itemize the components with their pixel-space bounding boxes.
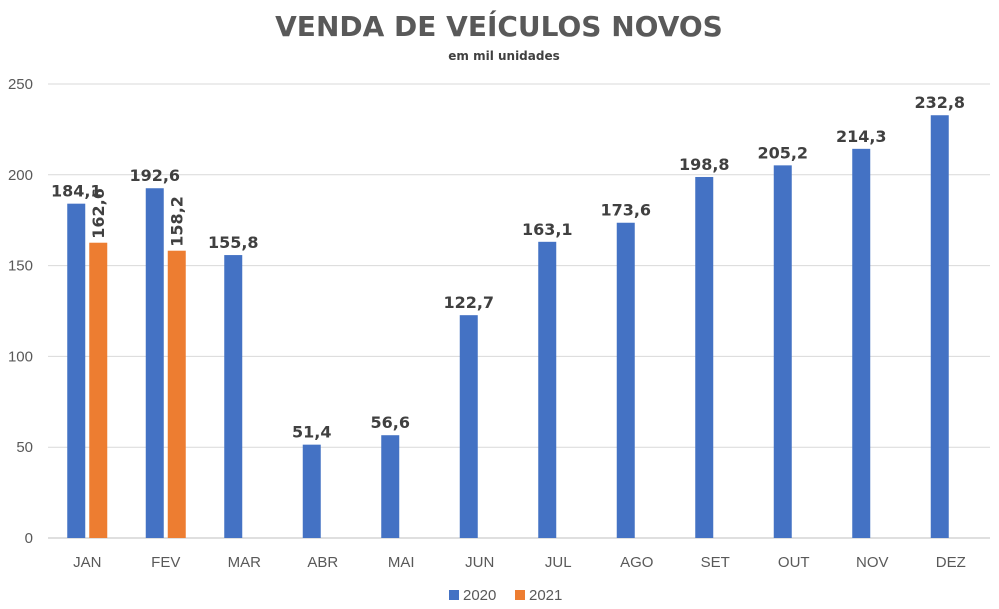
data-label: 184,1 (51, 182, 102, 201)
bar-2020-jan (67, 203, 86, 539)
y-tick-label: 200 (8, 167, 33, 184)
x-tick-label: MAR (228, 554, 262, 571)
x-tick-label: ABR (307, 554, 338, 571)
data-label: 192,6 (129, 166, 180, 185)
data-label: 163,1 (522, 220, 573, 239)
x-axis: JAN FEV MAR ABR MAI JUN JUL AGO SET OUT NOV DEZ (73, 554, 966, 571)
data-label: 232,8 (914, 93, 965, 112)
data-label: 51,4 (292, 423, 331, 442)
legend: 2020 2021 (449, 587, 562, 604)
x-tick-label: JAN (73, 554, 101, 571)
y-tick-label: 0 (25, 530, 33, 547)
data-label: 205,2 (757, 143, 808, 162)
bar-2020-nov (852, 148, 871, 538)
data-label: 155,8 (208, 233, 259, 252)
data-label: 214,3 (836, 127, 887, 146)
bar-2021-jan (89, 242, 108, 539)
bar-2020-ago (616, 222, 635, 538)
x-tick-label: FEV (151, 554, 180, 571)
chart-title: VENDA DE VEÍCULOS NOVOS (275, 9, 723, 43)
legend-label: 2020 (463, 587, 496, 604)
bar-2020-out (773, 165, 792, 538)
bar-2020-mai (381, 435, 400, 538)
data-label: 158,2 (168, 196, 187, 247)
x-tick-label: NOV (856, 554, 889, 571)
bar-2020-jul (538, 241, 557, 538)
x-tick-label: JUL (545, 554, 572, 571)
bar-2020-abr (302, 444, 321, 538)
bar-2020-dez (930, 115, 949, 538)
legend-label: 2021 (529, 587, 562, 604)
data-label: 122,7 (443, 293, 494, 312)
x-tick-label: OUT (778, 554, 810, 571)
data-label: 173,6 (600, 201, 651, 220)
legend-swatch-2020 (449, 590, 459, 600)
x-tick-label: JUN (465, 554, 494, 571)
x-tick-label: DEZ (936, 554, 966, 571)
gridlines (48, 83, 990, 539)
y-tick-label: 50 (16, 439, 33, 456)
bar-2020-mar (224, 255, 243, 538)
y-tick-label: 150 (8, 258, 33, 275)
x-tick-label: SET (701, 554, 730, 571)
data-label: 162,6 (89, 188, 108, 239)
x-tick-label: AGO (620, 554, 653, 571)
bar-2021-fev (167, 250, 186, 538)
y-tick-label: 100 (8, 348, 33, 365)
x-tick-label: MAI (388, 554, 415, 571)
data-label: 198,8 (679, 155, 730, 174)
y-tick-label: 250 (8, 76, 33, 93)
y-axis: 0 50 100 150 200 250 (8, 76, 33, 547)
chart-subtitle: em mil unidades (448, 49, 560, 63)
bar-2020-fev (145, 188, 164, 538)
data-label: 56,6 (371, 413, 410, 432)
bar-2020-set (695, 176, 714, 539)
legend-swatch-2021 (515, 590, 525, 600)
bar-2020-jun (459, 315, 478, 538)
